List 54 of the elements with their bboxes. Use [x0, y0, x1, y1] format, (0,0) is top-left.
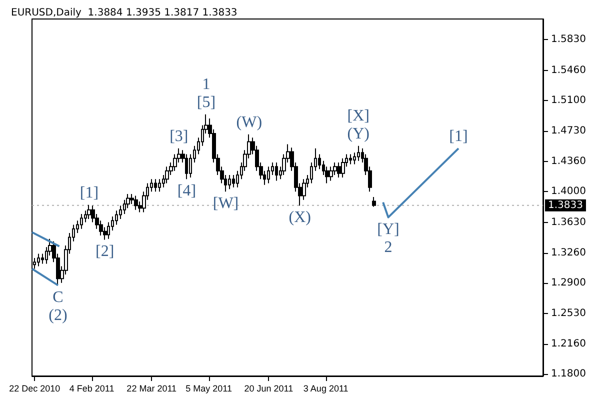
y-tick-label: 1.3630 — [551, 216, 586, 228]
annotation: [1] — [80, 184, 99, 202]
candlestick — [349, 154, 352, 165]
candlestick — [134, 195, 138, 210]
y-tick-label: 1.2530 — [551, 308, 586, 320]
annotation: (W) — [236, 114, 262, 131]
y-tick-label: 1.2900 — [551, 277, 586, 288]
candlestick — [329, 166, 333, 182]
candlestick — [165, 166, 169, 184]
annotation: [2] — [95, 243, 114, 260]
candlestick — [275, 162, 278, 182]
candlestick — [158, 178, 161, 192]
y-tick-label: 1.5830 — [551, 34, 586, 46]
candlestick — [154, 178, 157, 192]
candlestick — [372, 196, 376, 208]
annotation: [3] — [170, 128, 188, 145]
y-tick-label: 1.3260 — [551, 247, 586, 258]
candlestick — [267, 166, 270, 184]
candlestick — [87, 204, 91, 220]
x-tick-label: 4 Feb 2011 — [69, 384, 114, 394]
y-tick-label: 1.5460 — [551, 64, 586, 76]
y-tick-label: 1.4360 — [551, 156, 586, 168]
annotation: (X) — [288, 209, 311, 226]
y-tick-label: 1.1800 — [551, 368, 586, 380]
candlestick — [232, 174, 235, 188]
y-tick-label: 1.5100 — [551, 94, 586, 106]
annotation: [Y] — [377, 220, 400, 238]
annotation: [5] — [196, 94, 216, 111]
annotation: 2 — [384, 238, 392, 256]
candlestick — [357, 145, 360, 162]
candlestick — [37, 253, 40, 267]
annotation: [4] — [177, 182, 196, 200]
candlestick — [185, 154, 188, 180]
annotation: [W] — [212, 195, 239, 212]
annotation: [1] — [449, 128, 468, 145]
x-tick-label: 5 May 2011 — [186, 384, 232, 394]
y-tick-label: 1.2160 — [551, 338, 586, 350]
annotation: (2) — [48, 306, 68, 324]
y-tick-label: 1.4730 — [551, 126, 586, 137]
candlestick — [341, 158, 345, 178]
candlestick — [337, 162, 341, 178]
y-tick-label: 1.4000 — [551, 186, 586, 198]
x-tick-label: 20 Jun 2011 — [244, 384, 294, 394]
annotation: C — [52, 288, 64, 306]
candlestick — [80, 213, 83, 230]
x-tick-label: 3 Aug 2011 — [303, 384, 348, 394]
candlestick — [228, 174, 231, 190]
annotation: 1 — [202, 76, 210, 93]
ref-line-label: 1.3833 — [548, 200, 583, 211]
annotation: [X] — [347, 107, 370, 124]
x-tick-label: 22 Dec 2010 — [9, 384, 60, 394]
x-tick-label: 22 Mar 2011 — [126, 384, 177, 394]
chart-title: EURUSD,Daily 1.3884 1.3935 1.3817 1.3833 — [11, 8, 238, 18]
annotation: (Y) — [347, 125, 370, 142]
